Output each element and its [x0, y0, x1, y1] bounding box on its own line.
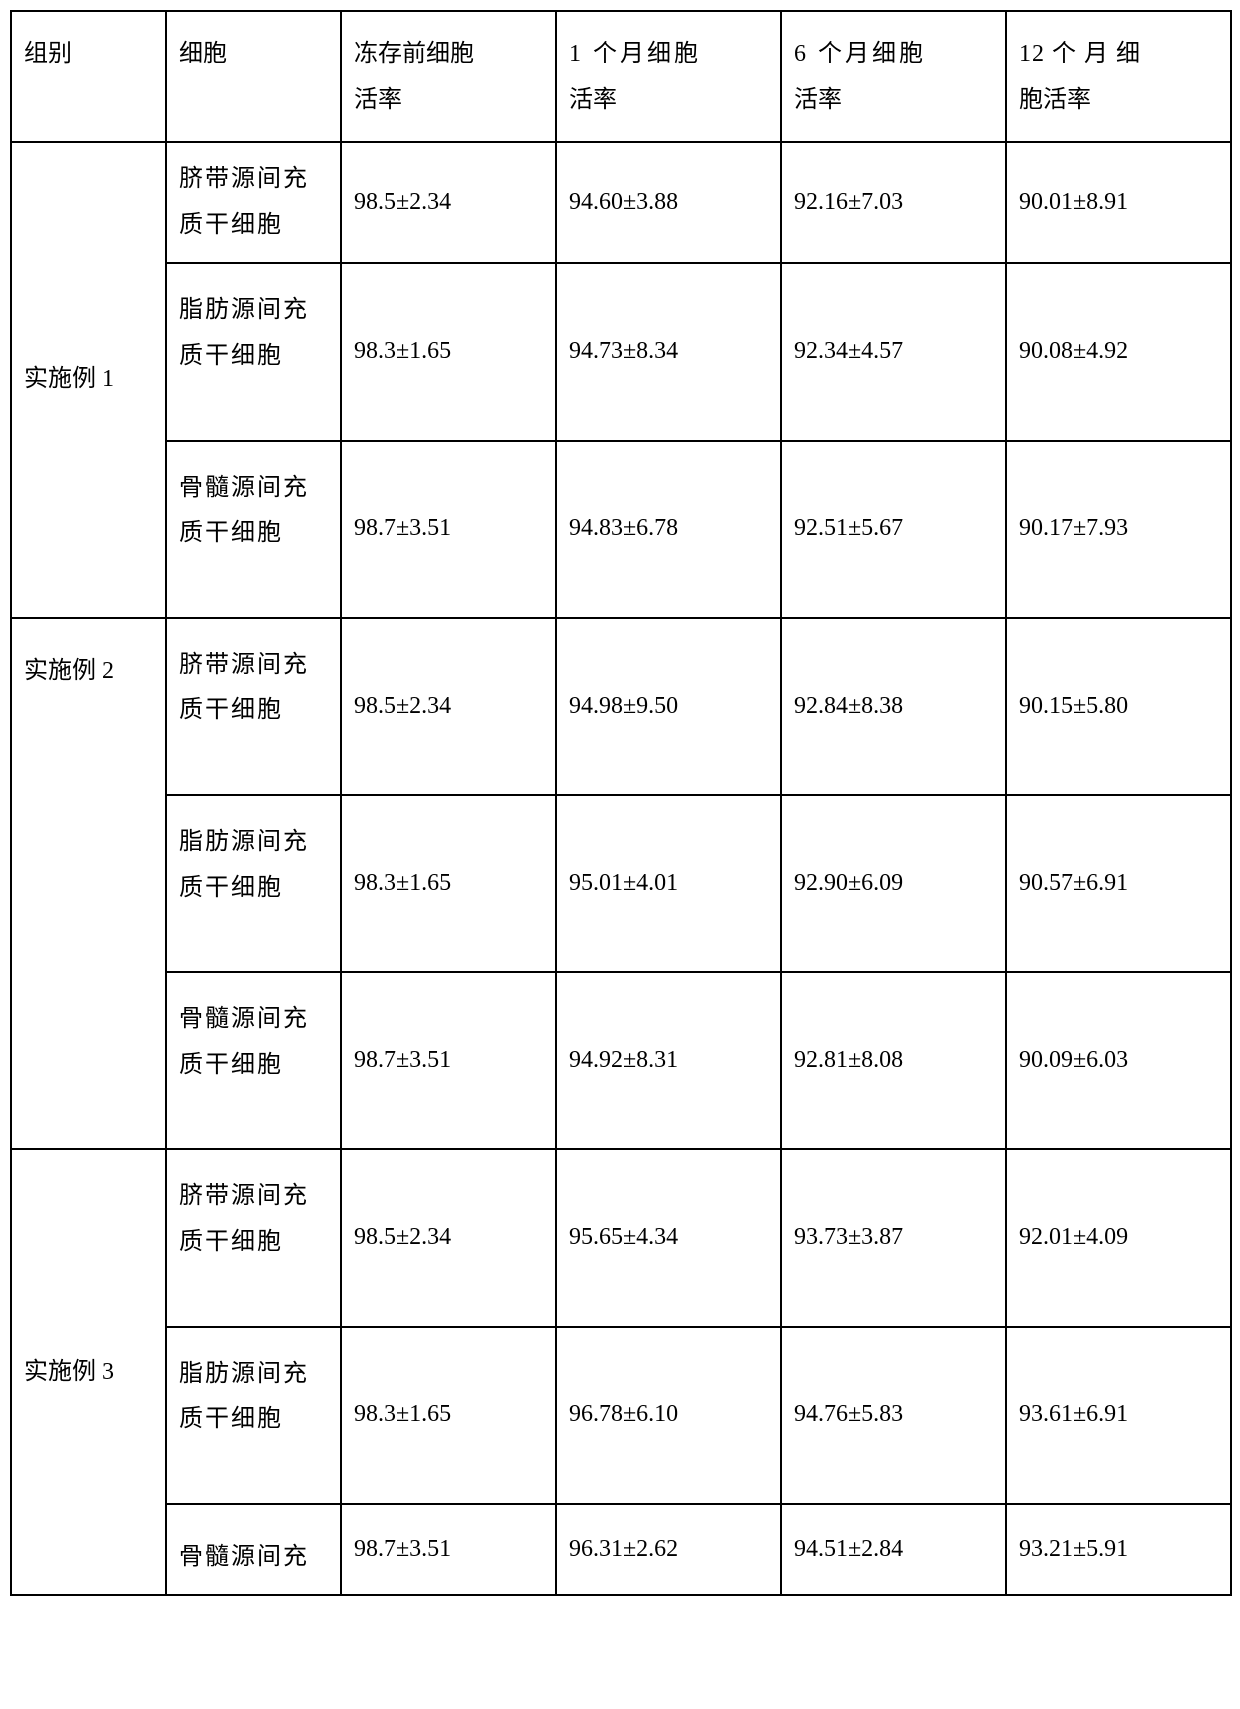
table-row: 实施例 1 脐带源间充质干细胞 98.5±2.34 94.60±3.88 92.…: [11, 142, 1231, 263]
viability-table: 组别 细胞 冻存前细胞活率 1 个月细胞活率 6 个月细胞活率 12 个 月 细…: [10, 10, 1232, 1596]
val-m12: 90.15±5.80: [1006, 618, 1231, 795]
val-m1: 94.73±8.34: [556, 263, 781, 440]
val-m6: 92.34±4.57: [781, 263, 1006, 440]
val-m6: 93.73±3.87: [781, 1149, 1006, 1326]
val-pre: 98.3±1.65: [341, 1327, 556, 1504]
val-m1: 94.98±9.50: [556, 618, 781, 795]
val-m12: 92.01±4.09: [1006, 1149, 1231, 1326]
cell-type: 骨髓源间充质干细胞: [166, 441, 341, 618]
val-m6: 94.76±5.83: [781, 1327, 1006, 1504]
cell-type: 脂肪源间充质干细胞: [166, 1327, 341, 1504]
val-m6: 92.90±6.09: [781, 795, 1006, 972]
table-row: 实施例 3 脐带源间充质干细胞 98.5±2.34 95.65±4.34 93.…: [11, 1149, 1231, 1326]
val-m6: 94.51±2.84: [781, 1504, 1006, 1596]
val-pre: 98.3±1.65: [341, 263, 556, 440]
val-pre: 98.5±2.34: [341, 142, 556, 263]
col-header-group: 组别: [11, 11, 166, 142]
group-label: 实施例 3: [11, 1149, 166, 1595]
cell-type: 脐带源间充质干细胞: [166, 618, 341, 795]
table-row: 脂肪源间充质干细胞 98.3±1.65 94.73±8.34 92.34±4.5…: [11, 263, 1231, 440]
val-pre: 98.7±3.51: [341, 972, 556, 1149]
val-m6: 92.84±8.38: [781, 618, 1006, 795]
cell-type: 骨髓源间充质干细胞: [166, 972, 341, 1149]
table-row: 骨髓源间充 98.7±3.51 96.31±2.62 94.51±2.84 93…: [11, 1504, 1231, 1596]
val-m12: 90.01±8.91: [1006, 142, 1231, 263]
val-m1: 95.01±4.01: [556, 795, 781, 972]
val-m1: 94.60±3.88: [556, 142, 781, 263]
val-m12: 90.08±4.92: [1006, 263, 1231, 440]
cell-type: 脂肪源间充质干细胞: [166, 795, 341, 972]
val-m1: 95.65±4.34: [556, 1149, 781, 1326]
val-m1: 94.83±6.78: [556, 441, 781, 618]
col-header-m1: 1 个月细胞活率: [556, 11, 781, 142]
table-header-row: 组别 细胞 冻存前细胞活率 1 个月细胞活率 6 个月细胞活率 12 个 月 细…: [11, 11, 1231, 142]
col-header-m12: 12 个 月 细胞活率: [1006, 11, 1231, 142]
cell-type: 骨髓源间充: [166, 1504, 341, 1596]
val-m1: 96.78±6.10: [556, 1327, 781, 1504]
col-header-m6: 6 个月细胞活率: [781, 11, 1006, 142]
table-row: 脂肪源间充质干细胞 98.3±1.65 96.78±6.10 94.76±5.8…: [11, 1327, 1231, 1504]
table-row: 骨髓源间充质干细胞 98.7±3.51 94.83±6.78 92.51±5.6…: [11, 441, 1231, 618]
val-m1: 94.92±8.31: [556, 972, 781, 1149]
group-label: 实施例 1: [11, 142, 166, 618]
cell-type: 脐带源间充质干细胞: [166, 1149, 341, 1326]
val-m12: 93.21±5.91: [1006, 1504, 1231, 1596]
col-header-pre: 冻存前细胞活率: [341, 11, 556, 142]
val-m6: 92.16±7.03: [781, 142, 1006, 263]
val-m6: 92.51±5.67: [781, 441, 1006, 618]
val-m6: 92.81±8.08: [781, 972, 1006, 1149]
val-m1: 96.31±2.62: [556, 1504, 781, 1596]
val-pre: 98.7±3.51: [341, 441, 556, 618]
cell-type: 脐带源间充质干细胞: [166, 142, 341, 263]
val-m12: 90.57±6.91: [1006, 795, 1231, 972]
col-header-cell: 细胞: [166, 11, 341, 142]
val-m12: 90.17±7.93: [1006, 441, 1231, 618]
table-row: 实施例 2 脐带源间充质干细胞 98.5±2.34 94.98±9.50 92.…: [11, 618, 1231, 795]
cell-type: 脂肪源间充质干细胞: [166, 263, 341, 440]
val-pre: 98.5±2.34: [341, 1149, 556, 1326]
val-pre: 98.3±1.65: [341, 795, 556, 972]
val-pre: 98.7±3.51: [341, 1504, 556, 1596]
val-m12: 93.61±6.91: [1006, 1327, 1231, 1504]
table-row: 脂肪源间充质干细胞 98.3±1.65 95.01±4.01 92.90±6.0…: [11, 795, 1231, 972]
group-label: 实施例 2: [11, 618, 166, 1150]
val-m12: 90.09±6.03: [1006, 972, 1231, 1149]
table-row: 骨髓源间充质干细胞 98.7±3.51 94.92±8.31 92.81±8.0…: [11, 972, 1231, 1149]
val-pre: 98.5±2.34: [341, 618, 556, 795]
